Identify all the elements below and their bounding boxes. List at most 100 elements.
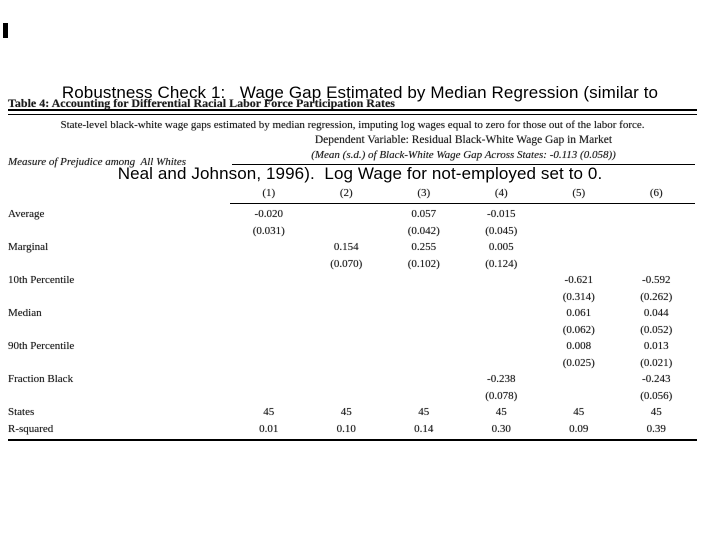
- se-value: [463, 322, 541, 339]
- coef-value: 0.255: [411, 241, 437, 253]
- estimate-cell: [308, 305, 386, 338]
- se-value: [385, 322, 463, 339]
- se-value: [308, 289, 386, 306]
- coef-value: 0.013: [643, 340, 669, 352]
- stat-value: 45: [573, 406, 585, 418]
- coef-value: [463, 338, 541, 355]
- stat-value: 45: [263, 406, 275, 418]
- se-value: [463, 289, 541, 306]
- se-value: [230, 355, 308, 372]
- se-value: [385, 289, 463, 306]
- coef-value: [540, 239, 618, 256]
- row-header-label: Measure of Prejudice among All Whites: [8, 156, 187, 168]
- coef-value: [385, 371, 463, 388]
- coef-value: -0.621: [564, 274, 593, 286]
- stat-value: 0.09: [569, 422, 589, 435]
- stat-value: 0.01: [259, 422, 279, 435]
- coef-value: [540, 206, 618, 223]
- estimate-cell: [385, 272, 463, 305]
- stat-value: 45: [418, 406, 430, 418]
- se-value: [540, 223, 618, 240]
- estimate-cell: [230, 239, 308, 272]
- coef-value: [385, 305, 463, 322]
- coef-value: 0.044: [643, 307, 669, 319]
- estimate-cell: 0.061 (0.062): [540, 305, 618, 338]
- coef-value: [308, 206, 386, 223]
- coef-value: [230, 272, 308, 289]
- estimate-cell: [385, 305, 463, 338]
- coef-value: [463, 272, 541, 289]
- column-header: (1): [262, 187, 276, 199]
- estimate-cell: -0.020 (0.031): [230, 206, 308, 239]
- estimate-cell: [308, 371, 386, 404]
- coef-value: [308, 338, 386, 355]
- se-value: [230, 322, 308, 339]
- coef-value: [230, 239, 308, 256]
- se-value: [308, 388, 386, 405]
- estimate-cell: [308, 338, 386, 371]
- coef-value: [540, 371, 618, 388]
- coef-value: [385, 338, 463, 355]
- table-title: Table 4: Accounting for Differential Rac…: [8, 96, 395, 110]
- estimate-cell: [308, 206, 386, 239]
- row-label: 90th Percentile: [8, 340, 75, 352]
- estimate-cell: 0.255 (0.102): [385, 239, 463, 272]
- dependent-variable-note: Dependent Variable: Residual Black-White…: [314, 134, 613, 146]
- row-label: States: [8, 406, 35, 418]
- coef-value: [618, 239, 696, 256]
- stat-value: 0.30: [491, 422, 511, 435]
- se-value: (0.062): [562, 323, 595, 336]
- coef-value: -0.243: [642, 373, 671, 385]
- se-value: (0.102): [407, 257, 440, 270]
- slide-title-line1: Robustness Check 1: Wage Gap Estimated b…: [61, 83, 659, 102]
- estimate-cell: -0.015 (0.045): [463, 206, 541, 239]
- coef-value: 0.008: [566, 340, 592, 352]
- estimate-cell: [463, 338, 541, 371]
- row-label: R-squared: [8, 422, 54, 435]
- stat-value: 45: [495, 406, 507, 418]
- estimate-cell: [618, 239, 696, 272]
- column-header: (4): [494, 187, 508, 199]
- estimate-cell: [463, 272, 541, 305]
- estimate-cell: [463, 305, 541, 338]
- se-value: [385, 355, 463, 372]
- coef-value: [308, 371, 386, 388]
- coef-value: [230, 371, 308, 388]
- estimate-cell: -0.238 (0.078): [463, 371, 541, 404]
- se-value: (0.045): [485, 224, 518, 237]
- coef-value: 0.061: [566, 307, 592, 319]
- se-value: [308, 223, 386, 240]
- stat-value: 0.14: [414, 422, 434, 435]
- coef-value: [230, 305, 308, 322]
- se-value: (0.124): [485, 257, 518, 270]
- double-rule: [8, 109, 697, 115]
- column-header: (2): [339, 187, 353, 199]
- se-value: (0.031): [252, 224, 285, 237]
- row-label: Median: [8, 307, 42, 319]
- se-value: (0.078): [485, 389, 518, 402]
- se-value: (0.042): [407, 224, 440, 237]
- coef-value: [618, 206, 696, 223]
- estimate-cell: -0.621 (0.314): [540, 272, 618, 305]
- estimate-cell: [540, 371, 618, 404]
- stat-value: 45: [340, 406, 352, 418]
- coef-value: [308, 272, 386, 289]
- coef-value: 0.154: [333, 241, 359, 253]
- column-header: (3): [417, 187, 431, 199]
- table-column-headers: (1) (2) (3) (4) (5) (6): [230, 187, 695, 204]
- table-body: Average -0.020 (0.031) 0.057 (0.042) -0.015 (0…: [8, 206, 695, 437]
- estimate-cell: [540, 239, 618, 272]
- se-value: [540, 388, 618, 405]
- coef-value: [385, 272, 463, 289]
- se-value: [308, 322, 386, 339]
- coef-value: -0.020: [254, 208, 283, 220]
- estimate-cell: -0.243 (0.056): [618, 371, 696, 404]
- coef-value: -0.238: [487, 373, 516, 385]
- estimate-cell: 0.044 (0.052): [618, 305, 696, 338]
- column-header: (6): [649, 187, 663, 199]
- coef-value: [308, 305, 386, 322]
- coef-value: [230, 338, 308, 355]
- column-header: (5): [572, 187, 586, 199]
